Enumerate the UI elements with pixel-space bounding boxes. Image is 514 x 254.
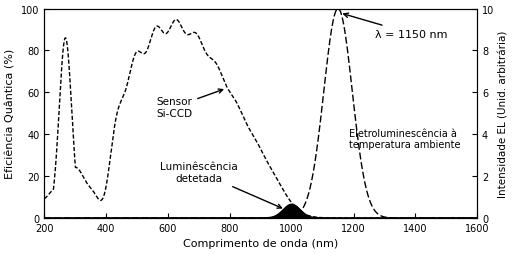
Text: Luminêscência
detetada: Luminêscência detetada — [160, 162, 282, 208]
X-axis label: Comprimento de onda (nm): Comprimento de onda (nm) — [183, 239, 338, 248]
Text: λ = 1150 nm: λ = 1150 nm — [344, 14, 448, 40]
Text: Sensor
Si-CCD: Sensor Si-CCD — [156, 90, 223, 118]
Y-axis label: Eficiência Quântica (%): Eficiência Quântica (%) — [6, 49, 15, 179]
Text: Eletroluminescência à
temperatura ambiente: Eletroluminescência à temperatura ambien… — [349, 128, 461, 150]
Y-axis label: Intensidade EL (Unid. arbitrária): Intensidade EL (Unid. arbitrária) — [499, 30, 508, 197]
